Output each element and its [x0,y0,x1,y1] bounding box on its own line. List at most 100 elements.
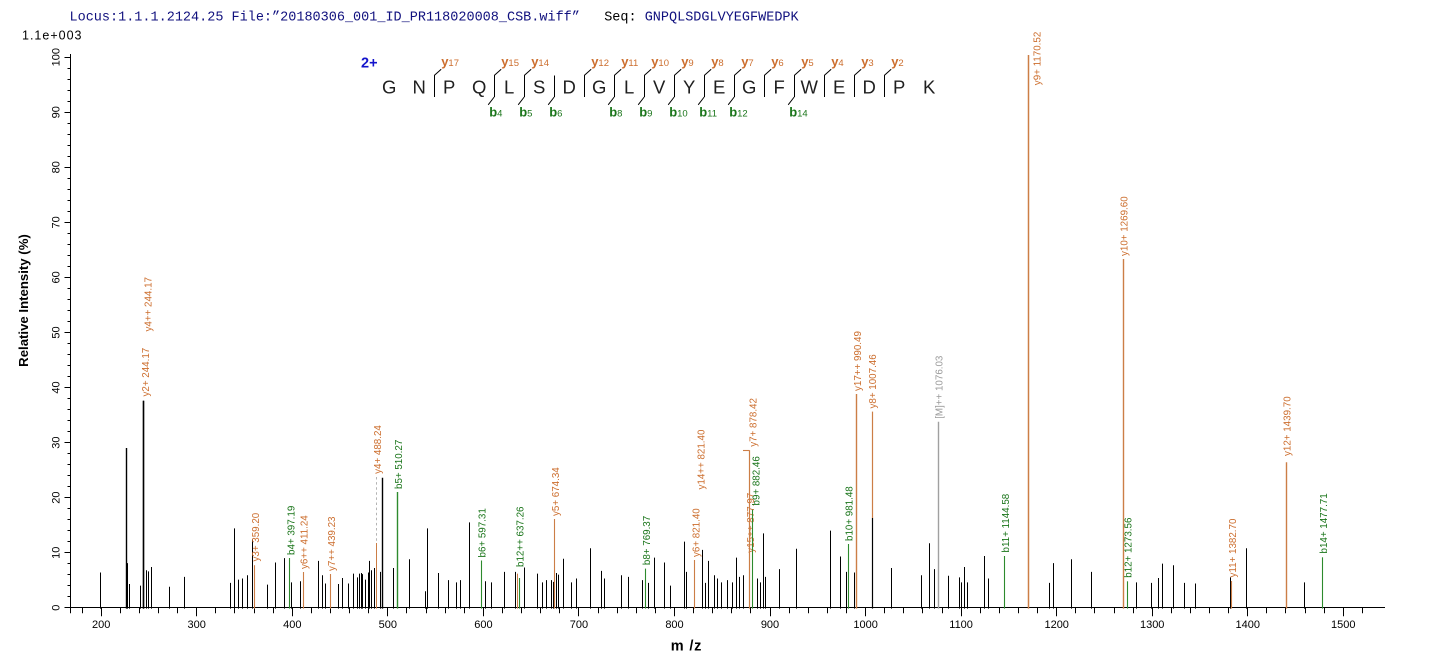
svg-text:y7: y7 [741,54,754,69]
svg-text:G: G [742,77,756,98]
svg-text:b9: b9 [639,105,652,120]
svg-text:b14+ 1477.71: b14+ 1477.71 [1319,493,1330,553]
svg-text:y17++ 990.49: y17++ 990.49 [853,331,864,391]
svg-text:b8: b8 [609,105,622,120]
svg-text:b10+ 981.48: b10+ 981.48 [845,486,856,541]
svg-text:P: P [893,77,905,98]
svg-text:y12+ 1439.70: y12+ 1439.70 [1283,396,1294,456]
svg-text:1500: 1500 [1331,619,1355,631]
svg-text:70: 70 [51,216,63,228]
svg-text:200: 200 [92,619,110,631]
svg-text:S: S [533,77,545,98]
svg-text:y9: y9 [681,54,694,69]
svg-text:400: 400 [283,619,301,631]
svg-text:y6: y6 [771,54,784,69]
svg-text:b12: b12 [729,105,748,120]
svg-text:b4+ 397.19: b4+ 397.19 [286,506,297,555]
svg-text:60: 60 [51,271,63,283]
svg-text:b6: b6 [549,105,562,120]
svg-text:80: 80 [51,161,63,173]
svg-text:y8: y8 [711,54,724,69]
svg-text:D: D [563,77,576,98]
svg-text:W: W [800,77,818,98]
svg-text:b11: b11 [699,105,717,120]
svg-text:y9+ 1170.52: y9+ 1170.52 [1032,32,1043,85]
svg-text:K: K [923,77,936,98]
svg-text:40: 40 [51,381,63,393]
svg-text:500: 500 [379,619,397,631]
svg-text:y4++ 244.17: y4++ 244.17 [144,277,155,331]
svg-text:y4+ 488.24: y4+ 488.24 [373,425,384,474]
svg-text:b14: b14 [789,105,808,120]
svg-text:20: 20 [51,491,63,503]
svg-text:800: 800 [665,619,683,631]
svg-text:50: 50 [51,326,63,338]
svg-text:L: L [624,77,634,98]
svg-text:G: G [382,77,396,98]
svg-text:1.1e+003: 1.1e+003 [22,29,82,43]
svg-text:y2+ 244.17: y2+ 244.17 [141,348,152,397]
svg-text:y12: y12 [591,54,609,69]
svg-text:y11+ 1382.70: y11+ 1382.70 [1228,518,1239,577]
svg-text:b12+ 1273.56: b12+ 1273.56 [1124,517,1135,578]
svg-text:y5: y5 [801,54,814,69]
svg-text:1000: 1000 [853,619,877,631]
svg-text:b10: b10 [669,105,688,120]
svg-text:300: 300 [188,619,206,631]
svg-text:Relative Intensity (%): Relative Intensity (%) [16,234,31,367]
svg-text:b9+ 882.46: b9+ 882.46 [752,456,763,506]
svg-text:y2: y2 [891,54,904,69]
svg-text:b5: b5 [519,105,532,120]
svg-text:E: E [833,77,845,98]
svg-text:y10+ 1269.60: y10+ 1269.60 [1120,196,1131,256]
svg-text:y15: y15 [501,54,519,69]
svg-text:y17: y17 [441,54,459,69]
svg-text:y14++ 821.40: y14++ 821.40 [697,429,708,489]
svg-text:100: 100 [51,48,63,66]
svg-text:1200: 1200 [1044,619,1068,631]
svg-text:y4: y4 [831,54,844,69]
svg-text:b4: b4 [489,105,502,120]
svg-text:y7+ 878.42: y7+ 878.42 [748,398,759,447]
svg-text:b12++ 637.26: b12++ 637.26 [516,506,527,567]
svg-text:1400: 1400 [1236,619,1260,631]
svg-text:2+: 2+ [361,56,378,72]
svg-text:N: N [413,77,426,98]
svg-text:D: D [863,77,876,98]
svg-text:600: 600 [474,619,492,631]
svg-text:V: V [653,77,666,98]
svg-text:0: 0 [51,605,63,611]
svg-text:y3+ 359.20: y3+ 359.20 [251,512,262,561]
svg-text:y8+ 1007.46: y8+ 1007.46 [868,354,879,409]
svg-text:1100: 1100 [949,619,973,631]
svg-text:Q: Q [472,77,486,98]
svg-text:b11+ 1144.58: b11+ 1144.58 [1001,493,1012,552]
svg-text:E: E [713,77,725,98]
svg-text:y7++ 439.23: y7++ 439.23 [327,516,338,571]
svg-text:y5+ 674.34: y5+ 674.34 [551,467,562,516]
svg-text:y14: y14 [531,54,549,69]
svg-text:y6+ 821.40: y6+ 821.40 [691,508,702,557]
svg-text:y10: y10 [651,54,669,69]
svg-text:b6+ 597.31: b6+ 597.31 [478,508,489,557]
svg-text:30: 30 [51,436,63,448]
svg-text:90: 90 [51,106,63,118]
svg-text:G: G [592,77,606,98]
svg-text:y3: y3 [861,54,874,69]
svg-text:b5+ 510.27: b5+ 510.27 [394,440,405,489]
svg-text:P: P [443,77,455,98]
svg-text:y15++ 877.97: y15++ 877.97 [746,493,757,553]
svg-text:y11: y11 [621,54,638,69]
svg-text:Y: Y [683,77,695,98]
svg-text:700: 700 [570,619,588,631]
svg-text:1300: 1300 [1140,619,1164,631]
svg-text:900: 900 [761,619,779,631]
svg-text:b8+ 769.37: b8+ 769.37 [642,516,653,565]
svg-text:10: 10 [51,547,63,559]
svg-text:y6++ 411.24: y6++ 411.24 [300,515,311,569]
svg-text:F: F [774,77,785,98]
svg-text:L: L [504,77,514,98]
svg-text:Locus:1.1.1.2124.25 File:”2018: Locus:1.1.1.2124.25 File:”20180306_001_I… [70,11,800,26]
svg-text:[M]++ 1076.03: [M]++ 1076.03 [935,355,946,419]
svg-text:m /z: m /z [671,639,702,655]
